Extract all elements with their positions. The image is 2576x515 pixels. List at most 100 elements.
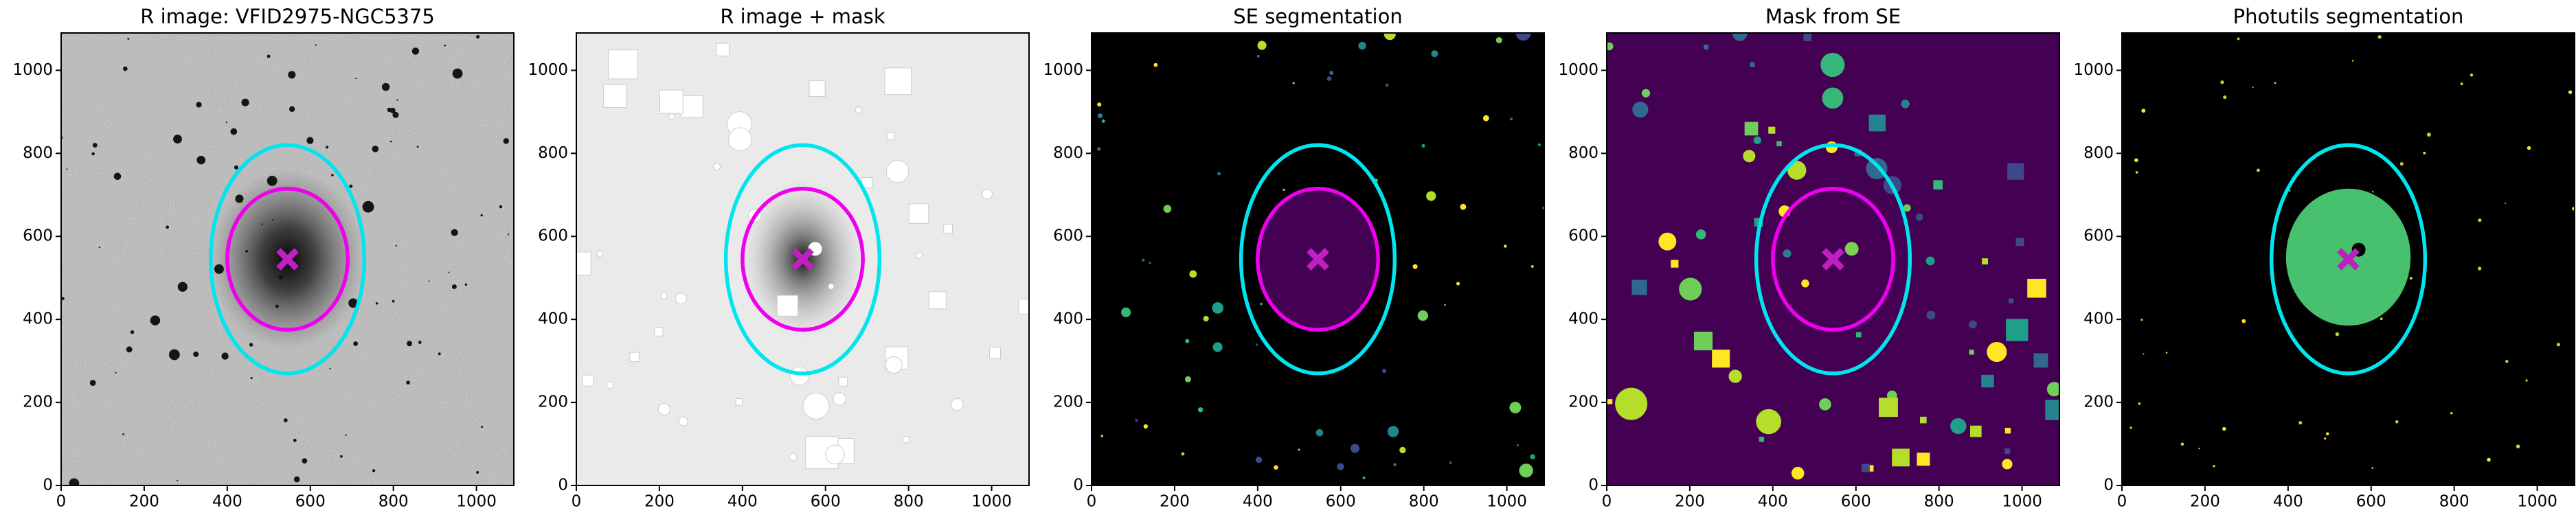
segment-blob — [1257, 41, 1267, 50]
mask-blob — [1759, 437, 1765, 442]
mask-blob — [1776, 141, 1782, 147]
segment-blob — [2324, 437, 2327, 440]
segment-blob — [1516, 444, 1519, 447]
segment-blob — [2298, 421, 2303, 425]
segment-blob — [2525, 379, 2528, 382]
panel-title: SE segmentation — [1233, 5, 1402, 28]
star — [372, 469, 376, 472]
x-tick-label: 800 — [1409, 493, 1439, 511]
mask-blob — [1867, 465, 1874, 472]
star — [416, 146, 419, 148]
ellipse — [1771, 186, 1895, 332]
mask-blob — [776, 295, 799, 317]
star — [349, 184, 353, 188]
segment-blob — [2141, 108, 2146, 113]
mask-blob — [1607, 42, 1614, 51]
star — [122, 433, 124, 435]
mask-blob — [989, 347, 1002, 359]
axes-frame — [1606, 32, 2060, 486]
segment-blob — [2505, 202, 2507, 204]
x-tick-label: 600 — [295, 493, 326, 511]
x-tick-label: 1000 — [1487, 493, 1527, 511]
segment-blob — [1509, 402, 1522, 413]
mask-blob — [1803, 33, 1812, 42]
star — [451, 229, 458, 236]
x-tick-label: 200 — [1675, 493, 1705, 511]
mask-blob — [1732, 33, 1748, 41]
segment-blob — [2450, 412, 2453, 415]
segment-blob — [1143, 424, 1148, 429]
ellipse — [741, 186, 865, 332]
panel-title: R image + mask — [720, 5, 885, 28]
star — [480, 214, 483, 217]
center-marker — [2337, 248, 2360, 271]
x-tick-label: 600 — [2356, 493, 2386, 511]
star — [326, 146, 329, 149]
segment-blob — [1412, 264, 1418, 269]
segment-blob — [1212, 342, 1223, 352]
segment-blob — [1153, 62, 1158, 67]
segment-blob — [1358, 41, 1366, 50]
panel — [61, 33, 514, 485]
star — [113, 172, 122, 181]
mask-blob — [982, 188, 993, 200]
star — [278, 275, 284, 279]
x-tick-label: 400 — [727, 493, 758, 511]
y-tick-label: 0 — [1073, 477, 1083, 494]
y-tick-label: 0 — [43, 477, 53, 494]
segment-blob — [1449, 461, 1452, 465]
segment-blob — [2143, 353, 2145, 355]
mask-blob — [861, 177, 873, 189]
segment-blob — [2198, 448, 2200, 450]
mask-blob — [2004, 427, 2011, 434]
mask-blob — [1787, 161, 1807, 180]
y-tick-label: 800 — [2083, 144, 2114, 162]
mask-blob — [1861, 464, 1870, 472]
mask-blob — [735, 398, 743, 406]
segment-blob — [2252, 86, 2254, 89]
star — [69, 478, 80, 485]
mask-blob — [943, 224, 953, 234]
mask-blob — [603, 84, 627, 108]
x-tick-label: 200 — [1160, 493, 1190, 511]
x-tick-label: 800 — [1924, 493, 1954, 511]
star — [267, 175, 278, 186]
mask-blob — [716, 43, 730, 57]
star — [177, 282, 188, 292]
x-tick-label: 600 — [1326, 493, 1356, 511]
y-tick-label: 800 — [1568, 144, 1598, 162]
segment-blob — [1255, 343, 1258, 346]
x-tick-label: 1000 — [456, 493, 497, 511]
segment-blob — [1283, 188, 1285, 192]
y-tick-label: 400 — [2083, 310, 2114, 328]
star — [115, 371, 117, 374]
segment-blob — [2274, 82, 2276, 84]
y-tick-label: 600 — [1568, 227, 1598, 245]
mask-blob — [2027, 279, 2046, 298]
segment-blob — [1530, 265, 1534, 268]
star — [127, 37, 130, 40]
x-tick-label: 0 — [2117, 493, 2127, 511]
segment-blob — [1135, 419, 1138, 422]
panel — [1092, 33, 1544, 485]
segment-blob — [1530, 454, 1535, 459]
mask-blob — [1679, 277, 1702, 301]
ellipse — [1256, 186, 1380, 332]
segment-blob — [1100, 434, 1104, 437]
mask-blob — [1901, 100, 1910, 108]
star — [235, 194, 244, 203]
star — [448, 271, 450, 273]
mask-blob — [657, 402, 670, 415]
star — [98, 247, 100, 249]
segment-blob — [1431, 50, 1438, 58]
y-tick-label: 400 — [538, 310, 568, 328]
segment-blob — [2377, 35, 2382, 39]
star — [283, 418, 288, 423]
segment-blob — [1383, 33, 1396, 41]
segment-blob — [1393, 463, 1397, 467]
segment-blob — [1292, 82, 1295, 84]
mask-blob — [828, 283, 835, 290]
mask-blob — [1704, 45, 1709, 50]
mask-blob — [1868, 114, 1886, 132]
